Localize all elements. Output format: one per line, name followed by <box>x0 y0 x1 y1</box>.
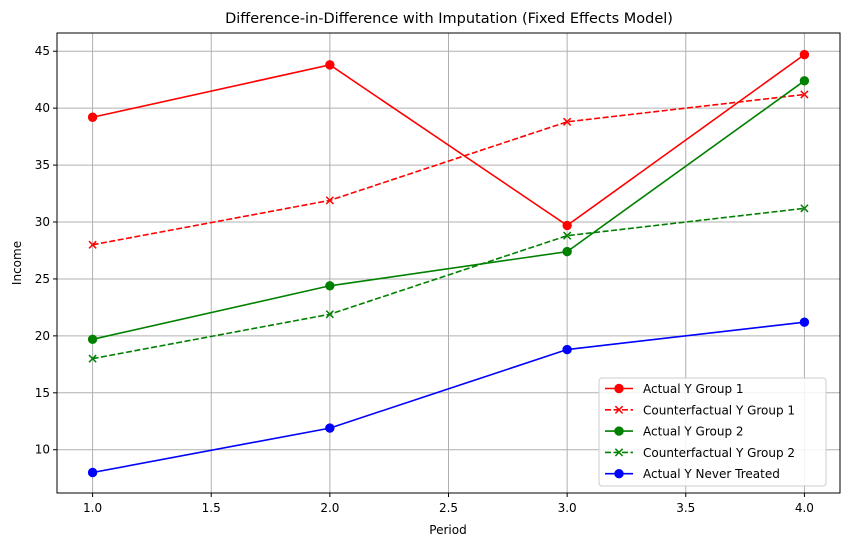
x-tick-label: 1.5 <box>202 501 221 515</box>
legend-marker <box>614 383 624 394</box>
y-tick-label: 20 <box>35 329 50 343</box>
legend-marker <box>614 405 624 414</box>
legend-label: Actual Y Never Treated <box>643 467 780 481</box>
y-tick-label: 45 <box>35 44 50 58</box>
series-2 <box>87 76 810 344</box>
data-point <box>88 354 97 363</box>
data-point <box>87 112 98 122</box>
series-1 <box>88 90 809 249</box>
data-point <box>799 49 810 60</box>
data-point <box>563 117 572 126</box>
series-layer <box>87 49 810 478</box>
legend-label: Counterfactual Y Group 2 <box>643 446 795 460</box>
data-point <box>88 240 97 249</box>
legend-label: Actual Y Group 2 <box>643 425 744 439</box>
x-tick-label: 1.0 <box>83 501 102 515</box>
y-tick-label: 10 <box>35 443 50 457</box>
legend-marker <box>614 448 624 457</box>
data-point <box>562 344 572 355</box>
legend-item: Actual Y Group 2 <box>605 425 744 439</box>
legend-marker <box>614 426 624 436</box>
data-point <box>325 60 335 70</box>
x-tick-label: 3.0 <box>558 501 577 515</box>
data-point <box>87 334 98 344</box>
legend-marker <box>614 469 624 479</box>
legend-label: Actual Y Group 1 <box>643 382 744 396</box>
x-tick-label: 2.0 <box>320 501 339 515</box>
x-axis-label: Period <box>429 523 466 537</box>
legend-item: Actual Y Group 1 <box>605 382 744 396</box>
y-tick-label: 30 <box>35 215 50 229</box>
data-point <box>562 246 572 257</box>
data-point <box>563 231 572 240</box>
y-tick-label: 40 <box>35 101 50 115</box>
data-point <box>562 220 572 231</box>
y-axis: 10 15 20 25 30 35 40 45 <box>35 44 57 457</box>
grid <box>57 33 840 493</box>
data-point <box>800 90 809 99</box>
x-tick-label: 3.5 <box>676 501 695 515</box>
series-line <box>92 207 805 360</box>
series-0 <box>87 49 810 231</box>
data-point <box>325 423 335 433</box>
series-line <box>92 321 805 474</box>
y-tick-label: 35 <box>35 158 50 172</box>
series-3 <box>88 204 809 363</box>
data-point <box>325 310 334 319</box>
data-point <box>800 204 809 213</box>
series-line <box>92 53 805 227</box>
y-axis-label: Income <box>10 241 24 285</box>
series-line <box>92 93 805 246</box>
data-point <box>325 196 334 205</box>
y-tick-label: 25 <box>35 272 50 286</box>
chart-title: Difference-in-Difference with Imputation… <box>225 11 673 27</box>
x-tick-label: 2.5 <box>439 501 458 515</box>
legend-label: Counterfactual Y Group 1 <box>643 403 795 417</box>
x-tick-label: 4.0 <box>795 501 814 515</box>
series-line <box>92 80 805 341</box>
data-point <box>325 281 335 291</box>
data-point <box>799 317 810 327</box>
legend-box <box>598 377 827 487</box>
x-axis: 1.0 1.5 2.0 2.5 3.0 3.5 4.0 <box>83 493 814 515</box>
legend: Actual Y Group 1 Counterfactual Y Group 1… <box>598 377 827 487</box>
legend-item: Counterfactual Y Group 2 <box>605 446 795 460</box>
series-4 <box>87 317 810 478</box>
legend-item: Actual Y Never Treated <box>605 467 780 481</box>
legend-item: Counterfactual Y Group 1 <box>605 403 795 417</box>
data-point <box>799 76 810 86</box>
y-tick-label: 15 <box>35 386 50 400</box>
data-point <box>87 467 98 478</box>
